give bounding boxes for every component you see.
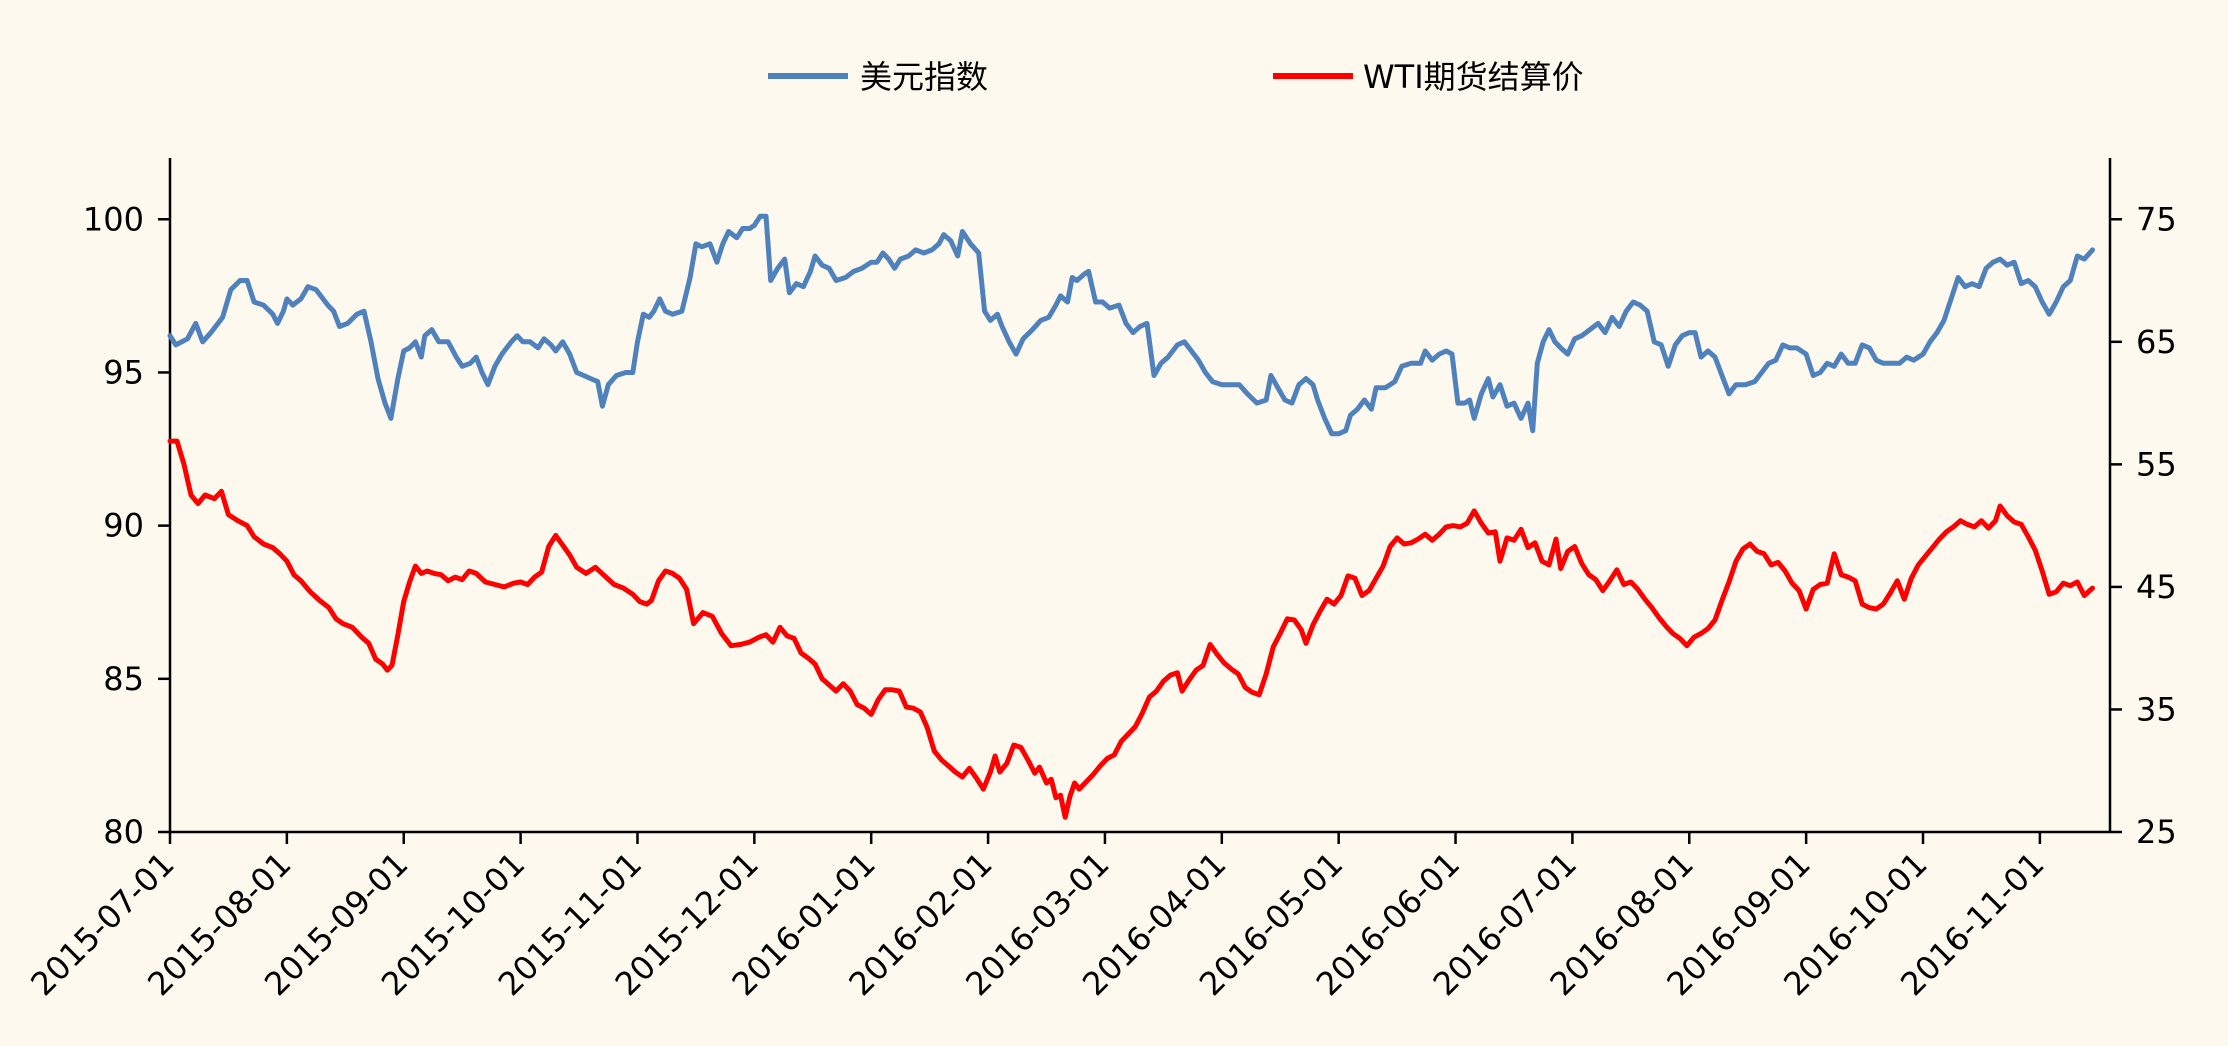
y-tick-label-right: 45	[2136, 568, 2177, 606]
y-tick-label-left: 95	[103, 353, 144, 391]
y-tick-label-right: 35	[2136, 690, 2177, 728]
series-line-wti	[167, 438, 2095, 820]
y-tick-label-right: 55	[2136, 445, 2177, 483]
plot-area	[167, 213, 2095, 820]
legend-label-usd-index: 美元指数	[860, 58, 988, 96]
y-tick-label-right: 75	[2136, 200, 2177, 238]
series-line-usd-index	[167, 213, 2095, 437]
y-tick-label-right: 65	[2136, 323, 2177, 361]
y-tick-label-left: 85	[103, 660, 144, 698]
y-tick-label-left: 100	[83, 200, 144, 238]
legend: 美元指数 WTI期货结算价	[768, 58, 1584, 96]
y-tick-label-left: 90	[103, 507, 144, 545]
y-tick-label-left: 80	[103, 813, 144, 851]
y-tick-label-right: 25	[2136, 813, 2177, 851]
legend-label-wti: WTI期货结算价	[1363, 58, 1584, 96]
